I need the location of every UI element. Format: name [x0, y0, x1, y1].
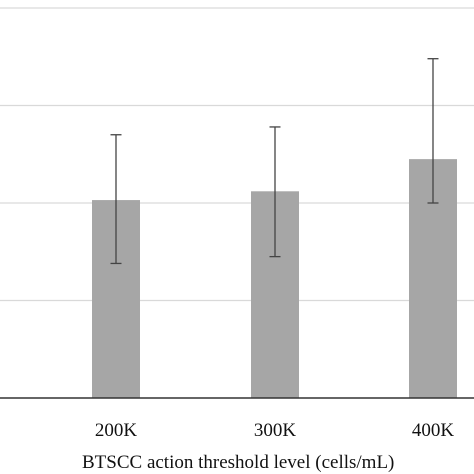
error-bar — [110, 134, 122, 265]
error-bars — [110, 58, 439, 265]
error-bar — [427, 58, 439, 204]
x-tick-label: 400K — [412, 420, 455, 441]
error-bar — [269, 126, 281, 258]
x-axis-title: BTSCC action threshold level (cells/mL) — [82, 452, 394, 473]
gridlines — [0, 7, 474, 302]
x-tick-labels: 200K 300K 400K — [95, 420, 455, 441]
x-tick-label: 300K — [254, 420, 297, 441]
x-tick-label: 200K — [95, 420, 138, 441]
